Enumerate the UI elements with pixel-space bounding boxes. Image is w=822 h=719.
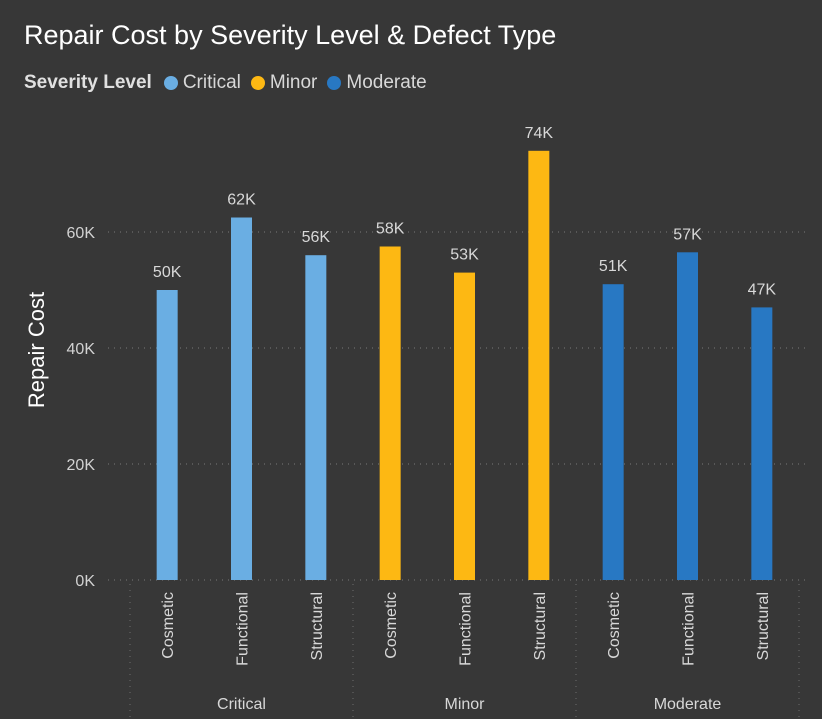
legend-marker-minor: [250, 76, 265, 90]
bar: [751, 307, 773, 580]
bar: [231, 217, 252, 580]
legend-title: Severity Level: [24, 72, 152, 93]
data-label: 51K: [599, 258, 628, 275]
y-axis-title: Repair Cost: [24, 292, 49, 408]
bar: [156, 290, 178, 580]
data-label: 56K: [302, 229, 331, 246]
bar: [379, 246, 401, 580]
x-category-label: Functional: [235, 592, 252, 666]
y-tick-label: 0K: [75, 573, 95, 590]
bar: [528, 150, 550, 581]
data-label: 62K: [227, 192, 256, 209]
x-group-label: Minor: [444, 696, 485, 713]
data-label: 74K: [525, 125, 554, 142]
legend-item-critical[interactable]: Critical: [163, 72, 241, 94]
chart-title: Repair Cost by Severity Level & Defect T…: [24, 20, 557, 50]
data-label: 47K: [748, 281, 777, 298]
x-category-label: Structural: [309, 592, 326, 660]
data-label: 58K: [376, 221, 405, 238]
data-label: 50K: [153, 264, 182, 281]
y-tick-label: 60K: [67, 225, 96, 242]
x-group-label: Critical: [217, 696, 266, 713]
x-category-label: Functional: [681, 592, 698, 666]
legend-item-minor[interactable]: Minor: [250, 72, 318, 94]
y-tick-label: 40K: [67, 341, 96, 358]
x-category-label: Cosmetic: [383, 592, 400, 659]
bar: [677, 252, 698, 581]
bar: [454, 272, 475, 580]
x-category-label: Functional: [458, 592, 475, 666]
x-category-label: Structural: [755, 592, 772, 660]
x-category-label: Cosmetic: [606, 592, 623, 659]
x-category-label: Structural: [532, 592, 549, 660]
legend: Severity Level Critical Minor Moderate: [24, 72, 437, 94]
data-label: 53K: [450, 247, 479, 264]
legend-marker-critical: [163, 76, 178, 90]
legend-label-minor: Minor: [269, 72, 318, 93]
x-category-label: Cosmetic: [160, 592, 177, 659]
legend-item-moderate[interactable]: Moderate: [327, 72, 427, 94]
x-group-label: Moderate: [654, 696, 722, 713]
data-label: 57K: [673, 226, 702, 243]
legend-label-critical: Critical: [182, 72, 241, 93]
legend-label-moderate: Moderate: [346, 72, 427, 93]
y-tick-label: 20K: [67, 457, 96, 474]
bar: [305, 255, 327, 580]
legend-marker-moderate: [327, 76, 342, 90]
bar: [602, 284, 624, 580]
